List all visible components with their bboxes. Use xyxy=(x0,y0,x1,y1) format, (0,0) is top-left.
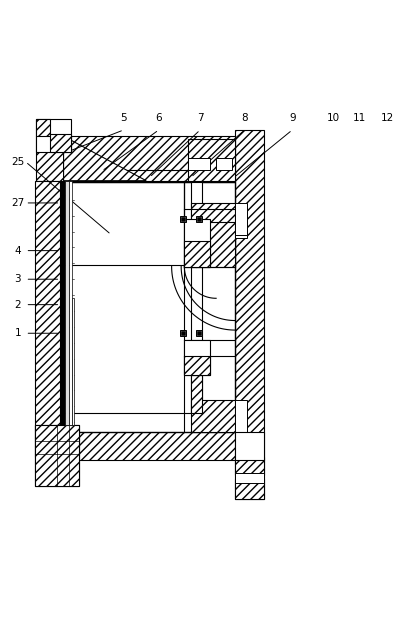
Bar xyxy=(235,209,247,238)
Bar xyxy=(69,181,72,425)
Bar xyxy=(36,119,50,136)
Text: 12: 12 xyxy=(381,113,394,123)
Bar xyxy=(197,331,201,335)
Bar xyxy=(191,400,235,431)
Bar xyxy=(196,330,202,337)
Bar xyxy=(184,355,210,375)
Text: 25: 25 xyxy=(11,157,24,167)
Bar xyxy=(184,241,210,267)
Bar xyxy=(197,217,201,221)
Text: 2: 2 xyxy=(15,299,21,309)
Bar xyxy=(180,330,186,337)
Bar xyxy=(35,181,60,457)
Bar xyxy=(235,203,247,235)
Text: 4: 4 xyxy=(15,245,21,255)
Bar xyxy=(188,140,235,181)
Text: 8: 8 xyxy=(241,113,248,123)
Bar xyxy=(188,159,210,170)
Bar xyxy=(235,211,247,222)
Bar xyxy=(36,119,71,152)
Text: 6: 6 xyxy=(155,113,162,123)
Bar xyxy=(191,182,202,413)
Bar xyxy=(191,375,202,413)
Bar xyxy=(50,134,71,152)
Bar xyxy=(65,181,69,425)
Text: 3: 3 xyxy=(15,274,21,284)
Text: 5: 5 xyxy=(121,113,127,123)
Bar xyxy=(180,216,186,222)
Bar xyxy=(64,182,235,431)
Bar xyxy=(35,425,80,486)
Text: 10: 10 xyxy=(327,113,340,123)
Bar xyxy=(235,479,264,499)
Bar xyxy=(191,203,235,267)
Text: 1: 1 xyxy=(15,328,21,338)
Bar xyxy=(235,457,264,475)
Bar xyxy=(235,400,247,431)
Text: 11: 11 xyxy=(352,113,366,123)
Bar xyxy=(235,431,264,460)
Bar xyxy=(72,298,75,425)
Text: 7: 7 xyxy=(197,113,204,123)
Bar xyxy=(235,473,264,482)
Bar xyxy=(216,159,232,170)
Bar xyxy=(60,181,65,425)
Bar xyxy=(181,331,185,335)
Bar xyxy=(57,425,235,460)
Bar xyxy=(181,217,185,221)
Bar xyxy=(184,340,210,375)
Bar xyxy=(235,130,264,499)
Bar xyxy=(196,216,202,222)
Text: 27: 27 xyxy=(11,198,24,208)
Bar xyxy=(184,219,210,267)
Bar xyxy=(35,425,80,486)
Polygon shape xyxy=(64,136,146,181)
Text: 9: 9 xyxy=(289,113,296,123)
Bar xyxy=(36,136,235,181)
